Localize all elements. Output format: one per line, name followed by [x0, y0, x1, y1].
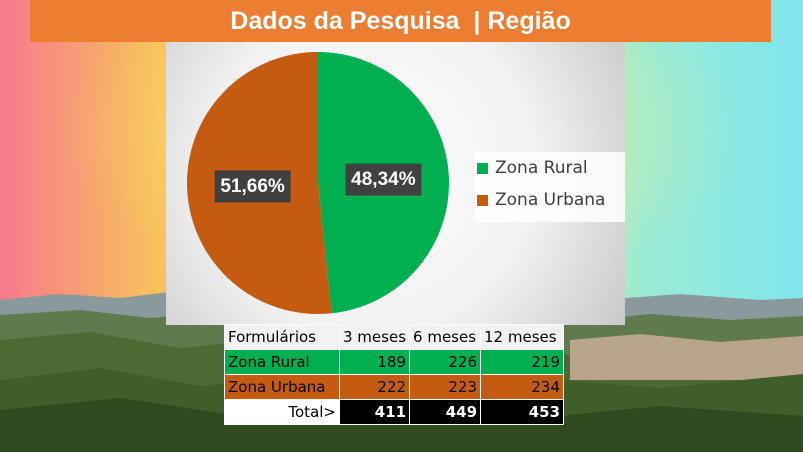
table-cell: 223 [409, 374, 482, 400]
table-cell: 222 [338, 374, 411, 400]
table-header-row: Formulários 3 meses 6 meses 12 meses [224, 324, 565, 350]
table-header-cell: 3 meses [338, 324, 411, 350]
table-header-cell: 12 meses [480, 324, 565, 350]
data-table: Formulários 3 meses 6 meses 12 meses Zon… [224, 324, 565, 425]
legend-swatch-zona-urbana [477, 194, 488, 206]
data-label-zona-rural: 48,34% [351, 169, 416, 190]
table-total-row: Total> 411 449 453 [224, 399, 565, 425]
table-row: Zona Rural 189 226 219 [224, 349, 565, 375]
table-cell: 234 [480, 374, 565, 400]
table-row-label: Zona Rural [224, 349, 340, 375]
legend-label-zona-rural: Zona Rural [495, 158, 588, 178]
data-label-bg-zona-urbana [214, 170, 291, 203]
table-row-label: Zona Urbana [224, 374, 340, 400]
table-total-cell: 411 [338, 399, 411, 425]
table-cell: 226 [409, 349, 482, 375]
table-row: Zona Urbana 222 223 234 [224, 374, 565, 400]
chart-legend: Zona Rural Zona Urbana [475, 152, 625, 222]
table-total-cell: 453 [480, 399, 565, 425]
legend-label-zona-urbana: Zona Urbana [495, 190, 606, 210]
table-header-cell: Formulários [224, 324, 340, 350]
pie-chart: 48,34% 51,66% [186, 52, 449, 314]
table-cell: 189 [338, 349, 411, 375]
data-label-bg-zona-rural [345, 163, 422, 196]
table-cell: 219 [480, 349, 565, 375]
legend-item-zona-urbana: Zona Urbana [477, 190, 605, 210]
table-header-cell: 6 meses [409, 324, 482, 350]
legend-item-zona-rural: Zona Rural [477, 158, 588, 178]
data-label-zona-urbana: 51,66% [220, 176, 285, 197]
table-total-cell: 449 [409, 399, 482, 425]
page-title: Dados da Pesquisa | Região [30, 0, 771, 42]
legend-swatch-zona-rural [477, 162, 488, 174]
table-total-label: Total> [224, 399, 340, 425]
chart-panel: 48,34% 51,66% [166, 42, 625, 325]
